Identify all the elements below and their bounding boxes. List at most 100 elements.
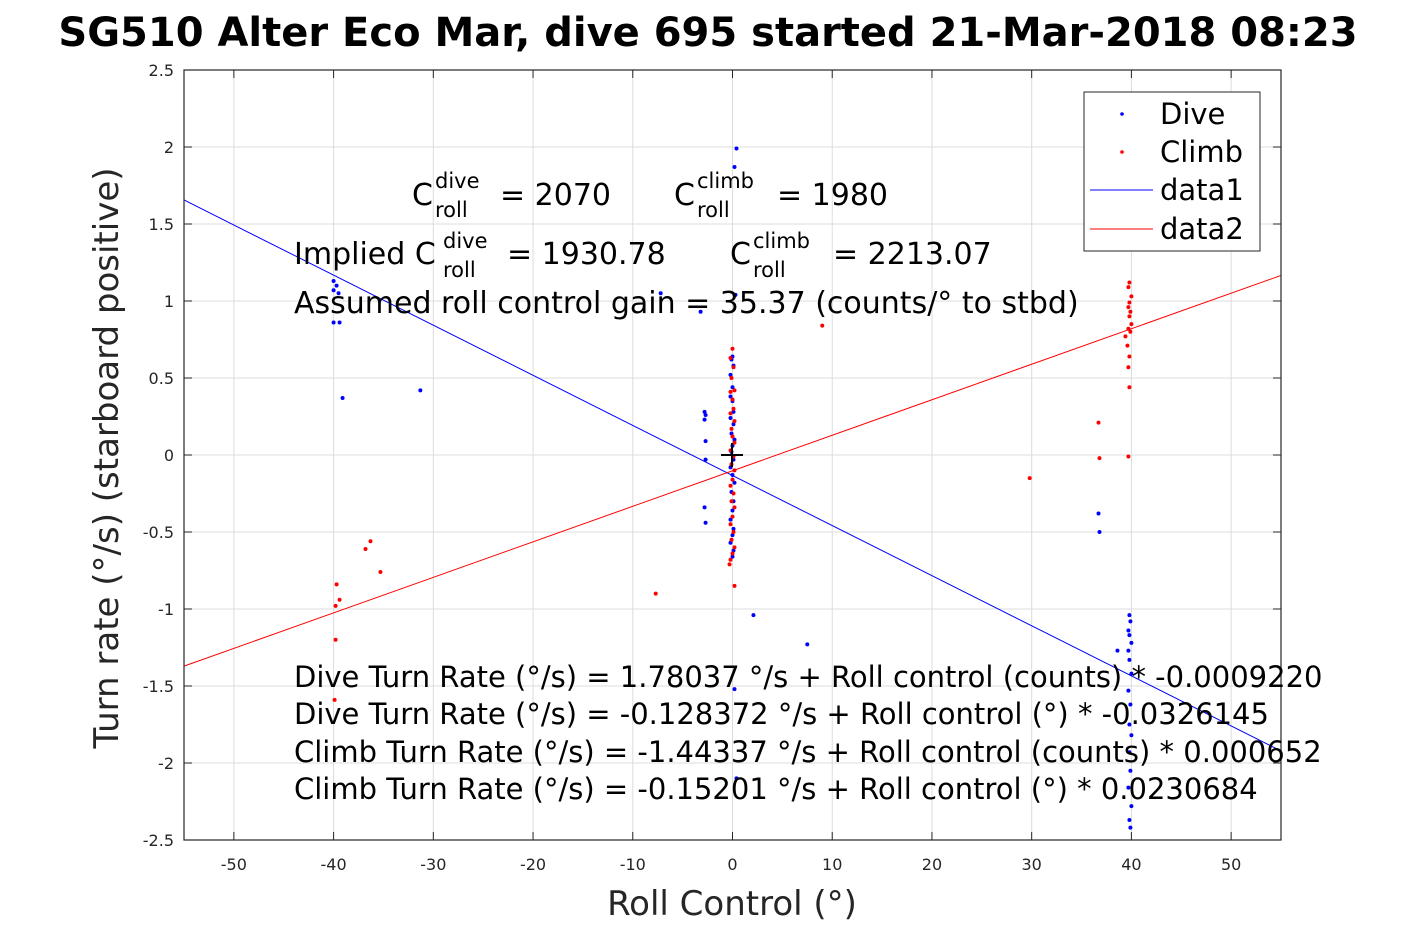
climb-point xyxy=(368,539,373,544)
climb-point xyxy=(1027,476,1032,481)
c-roll-dive-value: = 2070 xyxy=(500,178,611,213)
svg-text:dive: dive xyxy=(443,229,488,253)
climb-point xyxy=(1127,385,1132,390)
climb-point xyxy=(1127,300,1132,305)
c-roll-dive-sub: roll xyxy=(435,198,468,222)
dive-point xyxy=(732,480,737,485)
dive-point xyxy=(730,473,735,478)
dive-point xyxy=(1128,768,1133,773)
legend-dive-label: Dive xyxy=(1160,97,1225,131)
climb-point xyxy=(732,468,737,473)
dive-point xyxy=(418,388,423,393)
dive-point xyxy=(1097,530,1102,534)
dive-point xyxy=(1129,640,1134,645)
y-tick-label: 0.5 xyxy=(149,369,174,388)
dive-point xyxy=(734,776,739,781)
climb-point xyxy=(730,477,735,482)
legend-data2-label: data2 xyxy=(1160,212,1244,246)
svg-text:= 1930.78: = 1930.78 xyxy=(507,237,666,272)
svg-text:roll: roll xyxy=(753,258,786,282)
x-tick-label: -10 xyxy=(620,855,646,874)
climb-point xyxy=(727,562,732,567)
climb-point xyxy=(1127,314,1132,319)
dive-point xyxy=(1115,648,1120,653)
c-roll-climb-sub: roll xyxy=(697,198,730,222)
dive-point xyxy=(1129,804,1134,809)
climb-point xyxy=(732,545,737,550)
equation-dive-counts: Dive Turn Rate (°/s) = 1.78037 °/s + Rol… xyxy=(294,660,1322,694)
dive-point xyxy=(728,540,733,545)
data-points xyxy=(331,146,1134,830)
dive-point xyxy=(702,409,707,414)
dive-point xyxy=(805,642,810,647)
dive-point xyxy=(334,283,339,288)
climb-point xyxy=(1123,334,1128,339)
y-tick-label: -2 xyxy=(158,754,174,773)
dive-point xyxy=(732,437,737,442)
climb-point xyxy=(732,440,737,445)
c-roll-climb-sup: climb xyxy=(697,169,754,193)
implied-climb-annotation: C climb roll = 2213.07 xyxy=(730,229,992,282)
implied-climb-value: = 2213.07 xyxy=(833,237,992,272)
dive-point xyxy=(331,320,336,325)
dive-point xyxy=(730,554,735,559)
dive-point xyxy=(702,505,707,510)
climb-point xyxy=(728,411,733,416)
climb-point xyxy=(728,557,733,562)
climb-point xyxy=(363,546,368,551)
x-tick-label: -50 xyxy=(221,855,247,874)
climb-point xyxy=(732,583,737,588)
dive-point xyxy=(734,146,739,151)
climb-point xyxy=(1128,329,1133,334)
dive-point xyxy=(1128,825,1133,830)
dive-point xyxy=(1127,633,1132,638)
c-roll-climb-prefix: C xyxy=(674,178,695,213)
y-tick-label: -1.5 xyxy=(143,677,174,696)
y-axis-label: Turn rate (°/s) (starboard positive) xyxy=(87,167,127,749)
svg-text:C: C xyxy=(730,237,751,272)
c-roll-dive-annotation: C dive roll = 2070 xyxy=(412,169,611,222)
dive-point xyxy=(728,394,733,399)
climb-point xyxy=(728,389,733,394)
fit-line-data2 xyxy=(183,274,1282,667)
dive-point xyxy=(703,457,708,462)
dive-point xyxy=(1128,702,1133,707)
svg-text:= 2070: = 2070 xyxy=(500,178,611,213)
climb-point xyxy=(732,388,737,393)
climb-point xyxy=(1129,294,1134,299)
x-tick-label: 10 xyxy=(822,855,842,874)
dive-point xyxy=(703,520,708,525)
climb-point xyxy=(729,499,734,504)
c-roll-climb-value: = 1980 xyxy=(777,178,888,213)
climb-point xyxy=(1126,326,1131,331)
climb-point xyxy=(1126,454,1131,459)
dive-point xyxy=(702,417,707,422)
climb-point xyxy=(731,530,736,534)
climb-point xyxy=(732,505,737,510)
climb-point xyxy=(1097,456,1102,461)
implied-dive-sup: dive xyxy=(443,229,488,253)
svg-text:climb: climb xyxy=(697,169,754,193)
climb-point xyxy=(728,522,733,527)
c-roll-dive-prefix: C xyxy=(412,178,433,213)
dive-point xyxy=(1126,688,1131,693)
climb-point xyxy=(1126,365,1131,370)
dive-point xyxy=(703,439,708,444)
legend-box xyxy=(1083,91,1261,252)
climb-point xyxy=(334,582,339,587)
climb-point xyxy=(333,603,338,608)
legend-dive-marker xyxy=(1120,112,1124,116)
svg-text:C: C xyxy=(674,178,695,213)
dive-point xyxy=(1127,817,1132,822)
y-tick-label: 0 xyxy=(164,446,174,465)
dive-point xyxy=(331,288,336,293)
c-roll-climb-annotation: C climb roll = 1980 xyxy=(674,169,888,222)
climb-point xyxy=(730,397,735,402)
implied-climb-prefix: C xyxy=(730,237,751,272)
dive-point xyxy=(1127,613,1132,618)
equation-climb-degrees: Climb Turn Rate (°/s) = -0.15201 °/s + R… xyxy=(294,772,1258,806)
climb-point xyxy=(730,551,735,556)
svg-text:Implied C: Implied C xyxy=(294,237,436,272)
dive-point xyxy=(1126,785,1131,790)
climb-point xyxy=(731,491,736,496)
